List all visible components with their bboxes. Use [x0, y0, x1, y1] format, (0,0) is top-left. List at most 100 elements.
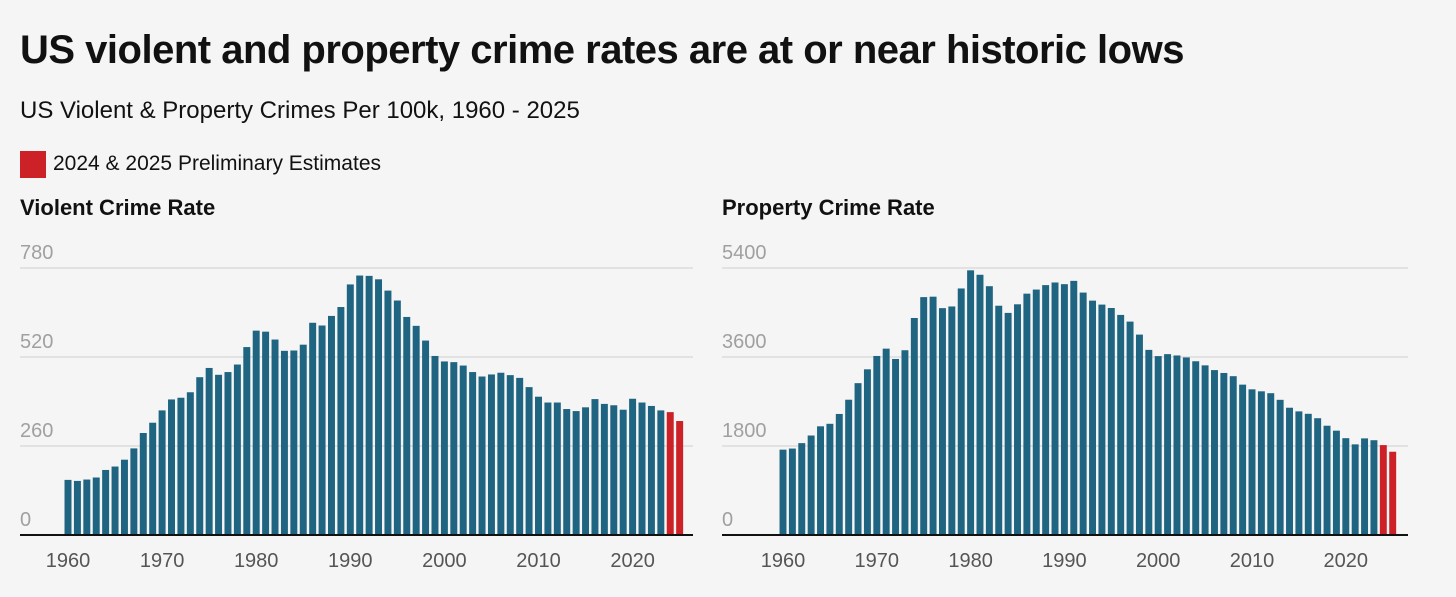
bar [854, 383, 862, 535]
bar [1304, 413, 1312, 535]
bar [478, 376, 486, 535]
bar [356, 275, 364, 535]
bar [920, 297, 928, 535]
bar [1107, 308, 1115, 535]
y-tick-label: 780 [20, 242, 53, 264]
bar-estimate [1379, 445, 1387, 535]
bar [83, 479, 91, 535]
bar [177, 397, 185, 535]
bar [1070, 280, 1078, 535]
page-title: US violent and property crime rates are … [20, 28, 1184, 72]
bar [120, 459, 128, 535]
x-tick-label: 1970 [855, 550, 900, 572]
bar [1014, 304, 1021, 535]
bar [563, 409, 571, 535]
bar [1239, 384, 1247, 535]
bar [1098, 304, 1106, 535]
bar [139, 432, 147, 535]
bar [102, 469, 110, 535]
bar [1314, 418, 1322, 535]
bar [327, 315, 335, 535]
bar [826, 423, 834, 535]
bar [497, 372, 505, 535]
x-tick-label: 1980 [234, 550, 279, 572]
bar [1248, 389, 1256, 535]
bar [440, 361, 448, 535]
bar [835, 413, 843, 535]
x-tick-label: 1980 [948, 550, 993, 572]
bar [948, 306, 956, 535]
bar [450, 362, 458, 535]
bar [337, 307, 345, 535]
bar [892, 358, 900, 535]
bar [1164, 354, 1172, 535]
bar [1229, 376, 1237, 535]
y-tick-label: 1800 [722, 420, 767, 442]
page-subtitle: US Violent & Property Crimes Per 100k, 1… [20, 97, 580, 124]
bar [572, 411, 580, 535]
bar [403, 316, 411, 535]
bar [64, 479, 72, 535]
bar-estimate [1389, 451, 1397, 535]
bar [863, 369, 871, 535]
bar [525, 387, 533, 535]
bar [882, 348, 890, 535]
bar [271, 339, 279, 535]
bar [591, 399, 599, 535]
bar [1060, 284, 1068, 535]
y-tick-label: 5400 [722, 242, 767, 264]
x-tick-label: 1990 [1042, 550, 1087, 572]
bar [1042, 285, 1050, 535]
bar [309, 322, 317, 535]
bar [299, 344, 307, 535]
bar [422, 340, 430, 535]
y-tick-label: 260 [20, 420, 53, 442]
bar [817, 426, 824, 535]
legend: 2024 & 2025 Preliminary Estimates [20, 150, 381, 178]
bar [280, 350, 288, 535]
bar [1182, 357, 1190, 535]
bar [779, 449, 787, 535]
bar [1173, 355, 1181, 535]
bar [1342, 438, 1350, 535]
bar [582, 407, 590, 535]
bar [657, 410, 665, 535]
x-tick-label: 2020 [1324, 550, 1369, 572]
bar [553, 402, 561, 535]
bar [929, 296, 937, 535]
bar [375, 279, 383, 535]
bar [1145, 349, 1153, 535]
bar [788, 448, 796, 535]
bar [995, 305, 1003, 535]
bar [1323, 425, 1331, 535]
bar [1117, 314, 1125, 535]
bar [1126, 321, 1134, 535]
bar [205, 367, 213, 535]
bar [807, 435, 815, 535]
bar [629, 398, 637, 535]
property-crime-plot: 0 1800 3600 5400 1960 1970 1980 1990 2000 2010 202… [722, 242, 1408, 572]
bar [535, 396, 542, 535]
legend-swatch [20, 150, 46, 178]
bar [976, 274, 984, 535]
bar [1220, 372, 1228, 535]
bar [1051, 282, 1059, 535]
x-tick-label: 2010 [516, 550, 561, 572]
bar [1089, 300, 1097, 535]
violent-crime-plot: 0 260 520 780 1960 1970 1980 1990 2000 2010 2020 [20, 242, 693, 572]
bar [1370, 440, 1378, 535]
bar [910, 317, 918, 535]
bar [431, 355, 439, 535]
bar [346, 284, 354, 535]
bar [1332, 430, 1340, 535]
bar [196, 377, 204, 535]
x-tick-label: 2020 [610, 550, 655, 572]
bar [1032, 289, 1040, 535]
bar [901, 350, 909, 535]
x-tick-label: 1990 [328, 550, 373, 572]
bar [1135, 334, 1143, 535]
bar [1295, 411, 1303, 535]
bar [544, 402, 552, 535]
bar [1361, 438, 1369, 535]
bar [393, 300, 401, 535]
